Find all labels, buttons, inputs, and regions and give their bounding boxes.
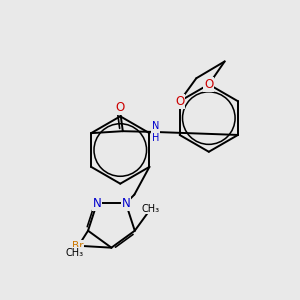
Text: Br: Br — [72, 241, 83, 251]
Text: O: O — [175, 95, 184, 108]
Text: N: N — [93, 197, 101, 210]
Text: O: O — [115, 101, 124, 114]
Text: CH₃: CH₃ — [142, 204, 160, 214]
Text: O: O — [204, 78, 213, 91]
Text: N
H: N H — [152, 121, 159, 143]
Text: CH₃: CH₃ — [65, 248, 83, 257]
Text: N: N — [122, 197, 130, 210]
